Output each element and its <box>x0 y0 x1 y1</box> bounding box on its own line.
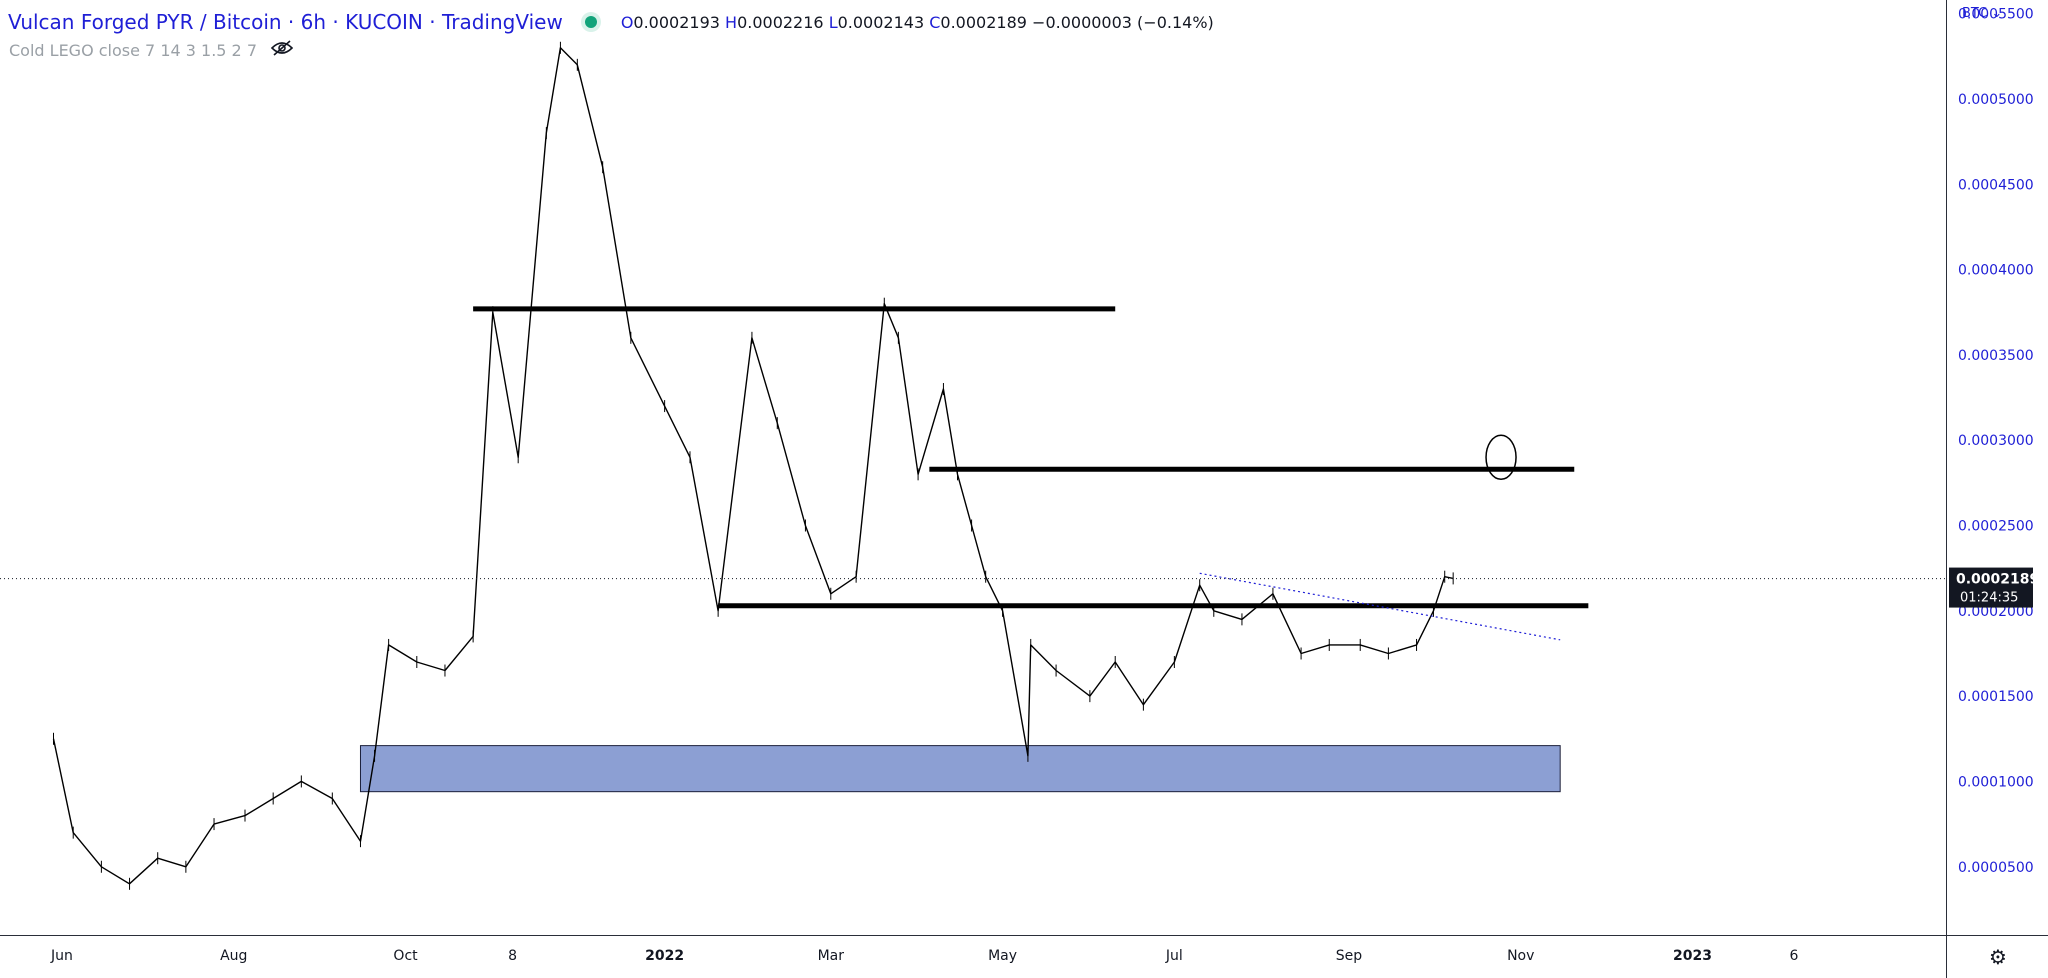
high-value: 0.0002216 <box>737 12 824 32</box>
indicator-label: Cold LEGO close 7 14 3 1.5 2 7 <box>9 40 257 60</box>
ohlc-values: O0.0002193 H0.0002216 L0.0002143 C0.0002… <box>621 13 1214 32</box>
close-label: C <box>929 12 941 32</box>
symbol-title[interactable]: Vulcan Forged PYR / Bitcoin · 6h · KUCOI… <box>8 10 563 34</box>
gear-icon[interactable]: ⚙ <box>1946 935 2048 978</box>
eye-off-icon[interactable] <box>270 40 294 60</box>
currency-label: BTC <box>1962 6 1988 21</box>
close-value: 0.0002189 <box>940 12 1027 32</box>
high-label: H <box>725 12 738 32</box>
circle-marker <box>1485 434 1517 481</box>
price-axis[interactable] <box>1946 0 2048 935</box>
demand-zone <box>359 745 1561 793</box>
currency-selector[interactable]: BTC ⌄ <box>1962 6 2003 21</box>
low-value: 0.0002143 <box>837 12 925 32</box>
indicator-legend[interactable]: Cold LEGO close 7 14 3 1.5 2 7 <box>9 40 294 60</box>
annotation-layer <box>0 306 1946 641</box>
status-dot-icon <box>584 16 597 28</box>
low-label: L <box>828 12 838 32</box>
time-axis[interactable] <box>0 935 1946 978</box>
symbol-legend: Vulcan Forged PYR / Bitcoin · 6h · KUCOI… <box>8 10 1214 34</box>
trendline <box>1199 572 1561 641</box>
price-series-layer <box>52 41 1454 890</box>
demand-zone-layer <box>359 745 1561 793</box>
open-value: 0.0002193 <box>633 12 720 32</box>
open-label: O <box>620 12 634 32</box>
change-value: −0.0000003 (−0.14%) <box>1032 12 1214 32</box>
